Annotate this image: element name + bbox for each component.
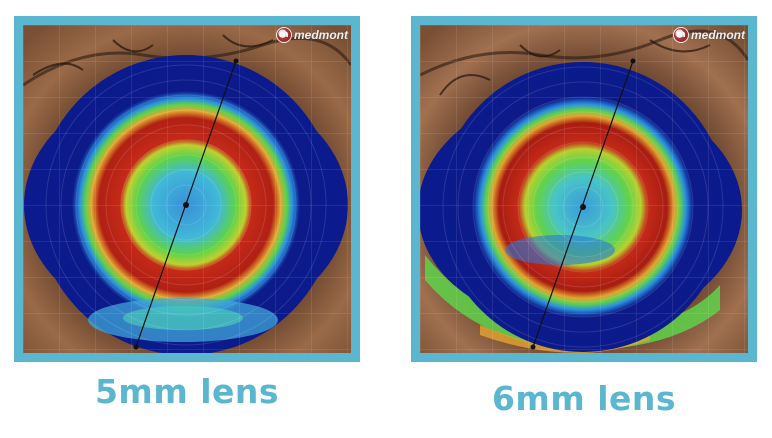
medmont-logo-icon: m	[276, 27, 292, 43]
topography-map-5mm	[23, 25, 351, 353]
medmont-logo-icon: m	[673, 27, 689, 43]
caption-5mm-lens: 5mm lens	[94, 372, 280, 411]
medmont-logo-text: medmont	[294, 28, 348, 42]
medmont-logo: m medmont	[673, 27, 745, 43]
medmont-logo: m medmont	[276, 27, 348, 43]
topography-image-6mm: m medmont	[411, 16, 757, 362]
caption-6mm-lens: 6mm lens	[491, 379, 677, 418]
topography-image-5mm: m medmont	[14, 16, 360, 362]
medmont-logo-text: medmont	[691, 28, 745, 42]
topography-map-6mm	[420, 25, 748, 353]
